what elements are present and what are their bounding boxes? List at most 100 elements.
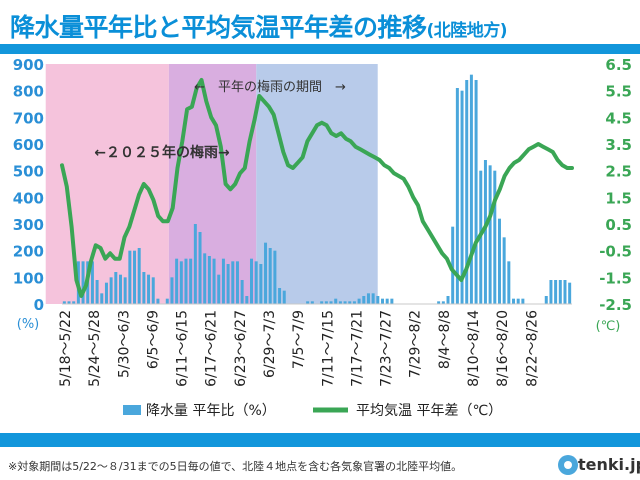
y-left-tick: 600 bbox=[13, 136, 44, 154]
precip-bar bbox=[128, 250, 132, 304]
precip-bar bbox=[352, 301, 356, 304]
x-tick-label: 7/5～7/9 bbox=[291, 310, 307, 369]
precip-bar bbox=[62, 301, 66, 304]
precip-bar bbox=[142, 272, 146, 304]
precip-bar bbox=[156, 298, 160, 304]
precip-bar bbox=[474, 80, 478, 304]
logo-text: tenki.jp bbox=[578, 455, 640, 474]
precip-bar bbox=[502, 237, 506, 304]
tenki-logo bbox=[558, 455, 578, 475]
x-tick-label: 8/16～8/20 bbox=[495, 310, 511, 387]
precip-bar bbox=[385, 298, 389, 304]
precip-bar bbox=[114, 272, 118, 304]
precip-bar bbox=[483, 160, 487, 304]
x-tick-label: 5/18～5/22 bbox=[58, 310, 74, 387]
precip-bar bbox=[259, 264, 263, 304]
precip-bar bbox=[334, 298, 338, 304]
x-tick-label: 7/23～7/27 bbox=[379, 310, 395, 387]
footnote: ※対象期間は5/22～８/31までの5日毎の値で、北陸４地点を含む各気象官署の北… bbox=[8, 460, 463, 473]
precip-bar bbox=[497, 218, 501, 304]
x-tick-label: 7/29～8/2 bbox=[408, 310, 424, 378]
precip-bar bbox=[137, 248, 141, 304]
precip-bar bbox=[165, 298, 169, 304]
precip-bar bbox=[348, 301, 352, 304]
y-right-tick: 1.5 bbox=[605, 189, 632, 207]
precip-bar bbox=[390, 298, 394, 304]
precip-bar bbox=[371, 293, 375, 304]
y-right-unit: (℃) bbox=[596, 319, 621, 334]
x-tick-label: 8/22～8/26 bbox=[524, 310, 540, 387]
legend-temp-label: 平均気温 平年差（℃） bbox=[356, 403, 502, 419]
precip-bar bbox=[554, 280, 558, 304]
precip-bar bbox=[544, 296, 548, 304]
x-tick-label: 6/23～6/27 bbox=[233, 310, 249, 387]
precip-bar bbox=[221, 258, 225, 304]
precip-bar bbox=[95, 280, 99, 304]
precip-bar bbox=[568, 282, 572, 304]
y-left-unit: (%) bbox=[17, 317, 40, 332]
precip-bar bbox=[441, 301, 445, 304]
y-right-tick: 0.5 bbox=[605, 216, 632, 234]
x-tick-label: 6/11～6/15 bbox=[175, 310, 191, 387]
precip-bar bbox=[67, 301, 71, 304]
x-tick-label: 6/17～6/21 bbox=[204, 310, 220, 387]
y-left-tick: 400 bbox=[13, 189, 44, 207]
precip-bar bbox=[366, 293, 370, 304]
footer bbox=[0, 447, 640, 480]
precip-bar bbox=[460, 90, 464, 304]
header: 降水量平年比と平均気温平年差の推移(北陸地方) bbox=[0, 0, 640, 52]
precip-bar bbox=[212, 258, 216, 304]
y-left-tick: 200 bbox=[13, 243, 44, 261]
precip-bar bbox=[516, 298, 520, 304]
legend-precip-swatch bbox=[123, 405, 141, 415]
precip-bar bbox=[170, 277, 174, 304]
precip-bar bbox=[357, 298, 361, 304]
y-right-tick: 6.5 bbox=[605, 56, 632, 74]
precip-bar bbox=[184, 258, 188, 304]
x-tick-label: 7/11～7/15 bbox=[320, 310, 336, 387]
y-left-tick: 0 bbox=[34, 296, 44, 314]
precip-bar bbox=[469, 74, 473, 305]
precip-bar bbox=[338, 301, 342, 304]
precip-bar bbox=[189, 258, 193, 304]
precip-bar bbox=[381, 298, 385, 304]
precip-bar bbox=[264, 242, 268, 304]
precip-bar bbox=[175, 258, 179, 304]
x-tick-label: 5/24～5/28 bbox=[87, 310, 103, 387]
precip-bar bbox=[521, 298, 525, 304]
precip-bar bbox=[324, 301, 328, 304]
precip-bar bbox=[226, 264, 230, 304]
temp-line bbox=[60, 78, 574, 298]
precip-bar bbox=[455, 88, 459, 304]
precip-bar bbox=[376, 296, 380, 304]
precip-bar bbox=[133, 250, 137, 304]
rainy-normal-band bbox=[256, 64, 378, 304]
x-tick-label: 6/29～7/3 bbox=[262, 310, 278, 378]
precip-bar bbox=[100, 293, 104, 304]
x-tick-label: 8/10～8/14 bbox=[466, 310, 482, 387]
precip-bar bbox=[493, 170, 497, 304]
precip-bar bbox=[109, 277, 113, 304]
precip-bar bbox=[329, 301, 333, 304]
precip-bar bbox=[235, 261, 239, 304]
bottom-accent-bar bbox=[0, 433, 640, 447]
precip-bar bbox=[72, 301, 76, 304]
annotation-rainy-2025: ←２０２５年の梅雨→ bbox=[94, 144, 230, 161]
y-right-tick: 4.5 bbox=[605, 109, 632, 127]
precip-bar bbox=[217, 274, 221, 304]
precip-bar bbox=[193, 224, 197, 304]
precip-bar bbox=[282, 290, 286, 304]
precip-bar bbox=[362, 296, 366, 304]
y-right-tick: -0.5 bbox=[599, 243, 632, 261]
precip-bar bbox=[465, 80, 469, 304]
precip-bar bbox=[320, 301, 324, 304]
chart-area: 0 100 200 300 400 500 600 700 800 900 (%) -2.5 -1.5 -… bbox=[0, 54, 640, 434]
top-accent-bar bbox=[0, 44, 640, 54]
x-tick-label: 5/30～6/3 bbox=[116, 310, 132, 378]
precip-bar bbox=[254, 261, 258, 304]
precip-bar bbox=[104, 282, 108, 304]
precip-bar bbox=[245, 296, 249, 304]
precip-bar bbox=[343, 301, 347, 304]
precip-bar bbox=[310, 301, 314, 304]
precip-bar bbox=[437, 301, 441, 304]
